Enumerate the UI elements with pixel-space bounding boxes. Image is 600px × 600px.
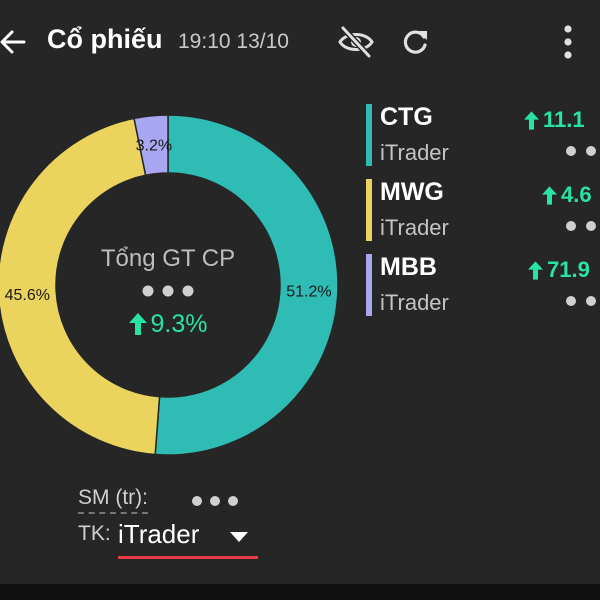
up-arrow-icon — [542, 186, 557, 205]
stock-account: iTrader — [380, 215, 449, 240]
slice-label-mbb: 3.2% — [136, 138, 172, 155]
stock-code: CTG — [380, 103, 433, 131]
back-arrow-icon[interactable] — [0, 24, 30, 60]
slice-label-ctg: 51.2% — [286, 283, 331, 300]
legend-color-bar — [366, 104, 372, 166]
slice-label-mwg: 45.6% — [5, 287, 50, 304]
eye-off-icon[interactable] — [337, 24, 375, 60]
legend-item-ctg[interactable]: CTG iTrader 11.1 — [366, 100, 600, 170]
stock-change-value: 71.9 — [547, 257, 590, 282]
account-label: TK: — [78, 522, 111, 545]
market-value-label[interactable]: SM (tr): — [78, 486, 148, 514]
stock-account: iTrader — [380, 290, 449, 315]
donut-slice-ctg[interactable] — [154, 114, 339, 456]
up-arrow-icon — [528, 261, 543, 280]
total-change: 9.3% — [100, 310, 236, 339]
hidden-value-dots-icon — [192, 496, 238, 506]
hidden-value-dots-icon — [566, 296, 596, 306]
stock-change: 11.1 — [524, 107, 585, 133]
page-title: Cổ phiếu — [47, 24, 163, 54]
hidden-value-dots-icon — [566, 146, 596, 156]
header: Cổ phiếu 19:10 13/10 — [0, 0, 600, 84]
hidden-value-dots-icon — [566, 221, 596, 231]
stock-change: 71.9 — [528, 257, 590, 283]
stock-code: MBB — [380, 253, 437, 281]
stock-change-value: 4.6 — [561, 182, 592, 207]
up-arrow-icon — [524, 111, 539, 130]
legend-item-mwg[interactable]: MWG iTrader 4.6 — [366, 175, 600, 245]
stock-code: MWG — [380, 178, 444, 206]
donut-slice-mbb[interactable] — [133, 114, 169, 177]
stock-account: iTrader — [380, 140, 449, 165]
donut-slice-mwg[interactable] — [0, 117, 161, 456]
total-change-value: 9.3% — [150, 310, 208, 338]
system-bottom-bar — [0, 584, 600, 600]
more-vertical-icon[interactable] — [557, 22, 579, 62]
account-dropdown-value: iTrader — [118, 519, 200, 549]
donut-center-title: Tổng GT CP — [100, 245, 236, 272]
legend-item-mbb[interactable]: MBB iTrader 71.9 — [366, 250, 600, 320]
stock-change: 4.6 — [542, 182, 592, 208]
caret-down-icon — [230, 532, 248, 542]
hidden-value-dots-icon — [142, 285, 194, 297]
legend-color-bar — [366, 179, 372, 241]
legend-color-bar — [366, 254, 372, 316]
refresh-icon[interactable] — [399, 26, 431, 58]
update-time: 19:10 13/10 — [178, 30, 289, 53]
up-arrow-icon — [128, 313, 147, 335]
stock-change-value: 11.1 — [543, 107, 585, 132]
portfolio-screen: Cổ phiếu 19:10 13/10 51.2% 45.6% 3.2% Tổng… — [0, 0, 600, 584]
account-dropdown[interactable]: iTrader — [118, 514, 258, 559]
allocation-donut-chart: 51.2% 45.6% 3.2% — [0, 114, 339, 456]
